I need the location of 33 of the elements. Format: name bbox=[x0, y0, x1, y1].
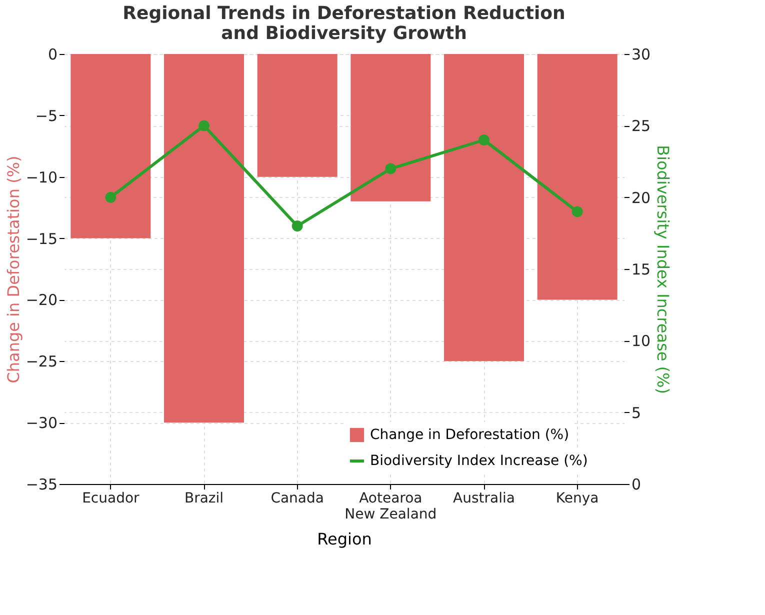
point bbox=[478, 134, 490, 146]
point bbox=[105, 192, 116, 203]
x-tick-label: Aotearoa New Zealand bbox=[344, 490, 437, 522]
legend-label: Change in Deforestation (%) bbox=[370, 427, 570, 443]
y-axis-title: Change in Deforestation (%) bbox=[4, 156, 23, 384]
y2-tick-label: 30 bbox=[632, 46, 651, 64]
x-tick-label: Kenya bbox=[556, 490, 599, 506]
x-axis-title: Region bbox=[317, 530, 372, 548]
x-tick-label: Brazil bbox=[184, 490, 224, 506]
y-tick-label: −15 bbox=[26, 230, 58, 248]
y2-tick-label: 5 bbox=[632, 404, 642, 422]
y-tick-label: 0 bbox=[48, 46, 58, 64]
y-tick-label: −30 bbox=[26, 414, 58, 432]
x-tick-label: Ecuador bbox=[82, 490, 140, 506]
y-tick-label: −35 bbox=[26, 476, 58, 494]
chart-title: Regional Trends in Deforestation Reduction and Biodiversity Growth bbox=[122, 3, 566, 44]
y2-tick-label: 20 bbox=[632, 188, 651, 207]
y2-tick-label: 25 bbox=[632, 117, 651, 136]
legend-label: Biodiversity Index Increase (%) bbox=[370, 453, 588, 469]
y-tick-label: −20 bbox=[26, 291, 58, 310]
y2-axis-title: Biodiversity Index Increase (%) bbox=[654, 145, 673, 394]
point bbox=[292, 220, 303, 232]
y-tick-label: −25 bbox=[26, 352, 58, 371]
y2-tick-label: 10 bbox=[632, 332, 651, 350]
point bbox=[198, 120, 210, 132]
point bbox=[572, 206, 583, 218]
x-tick-label: Canada bbox=[270, 490, 324, 506]
y-tick-label: −5 bbox=[35, 106, 58, 125]
x-tick-label: Australia bbox=[453, 490, 515, 506]
point bbox=[385, 163, 396, 174]
y-tick-label: −10 bbox=[26, 168, 58, 186]
y2-tick-label: 15 bbox=[632, 260, 651, 278]
y2-tick-label: 0 bbox=[632, 476, 642, 494]
